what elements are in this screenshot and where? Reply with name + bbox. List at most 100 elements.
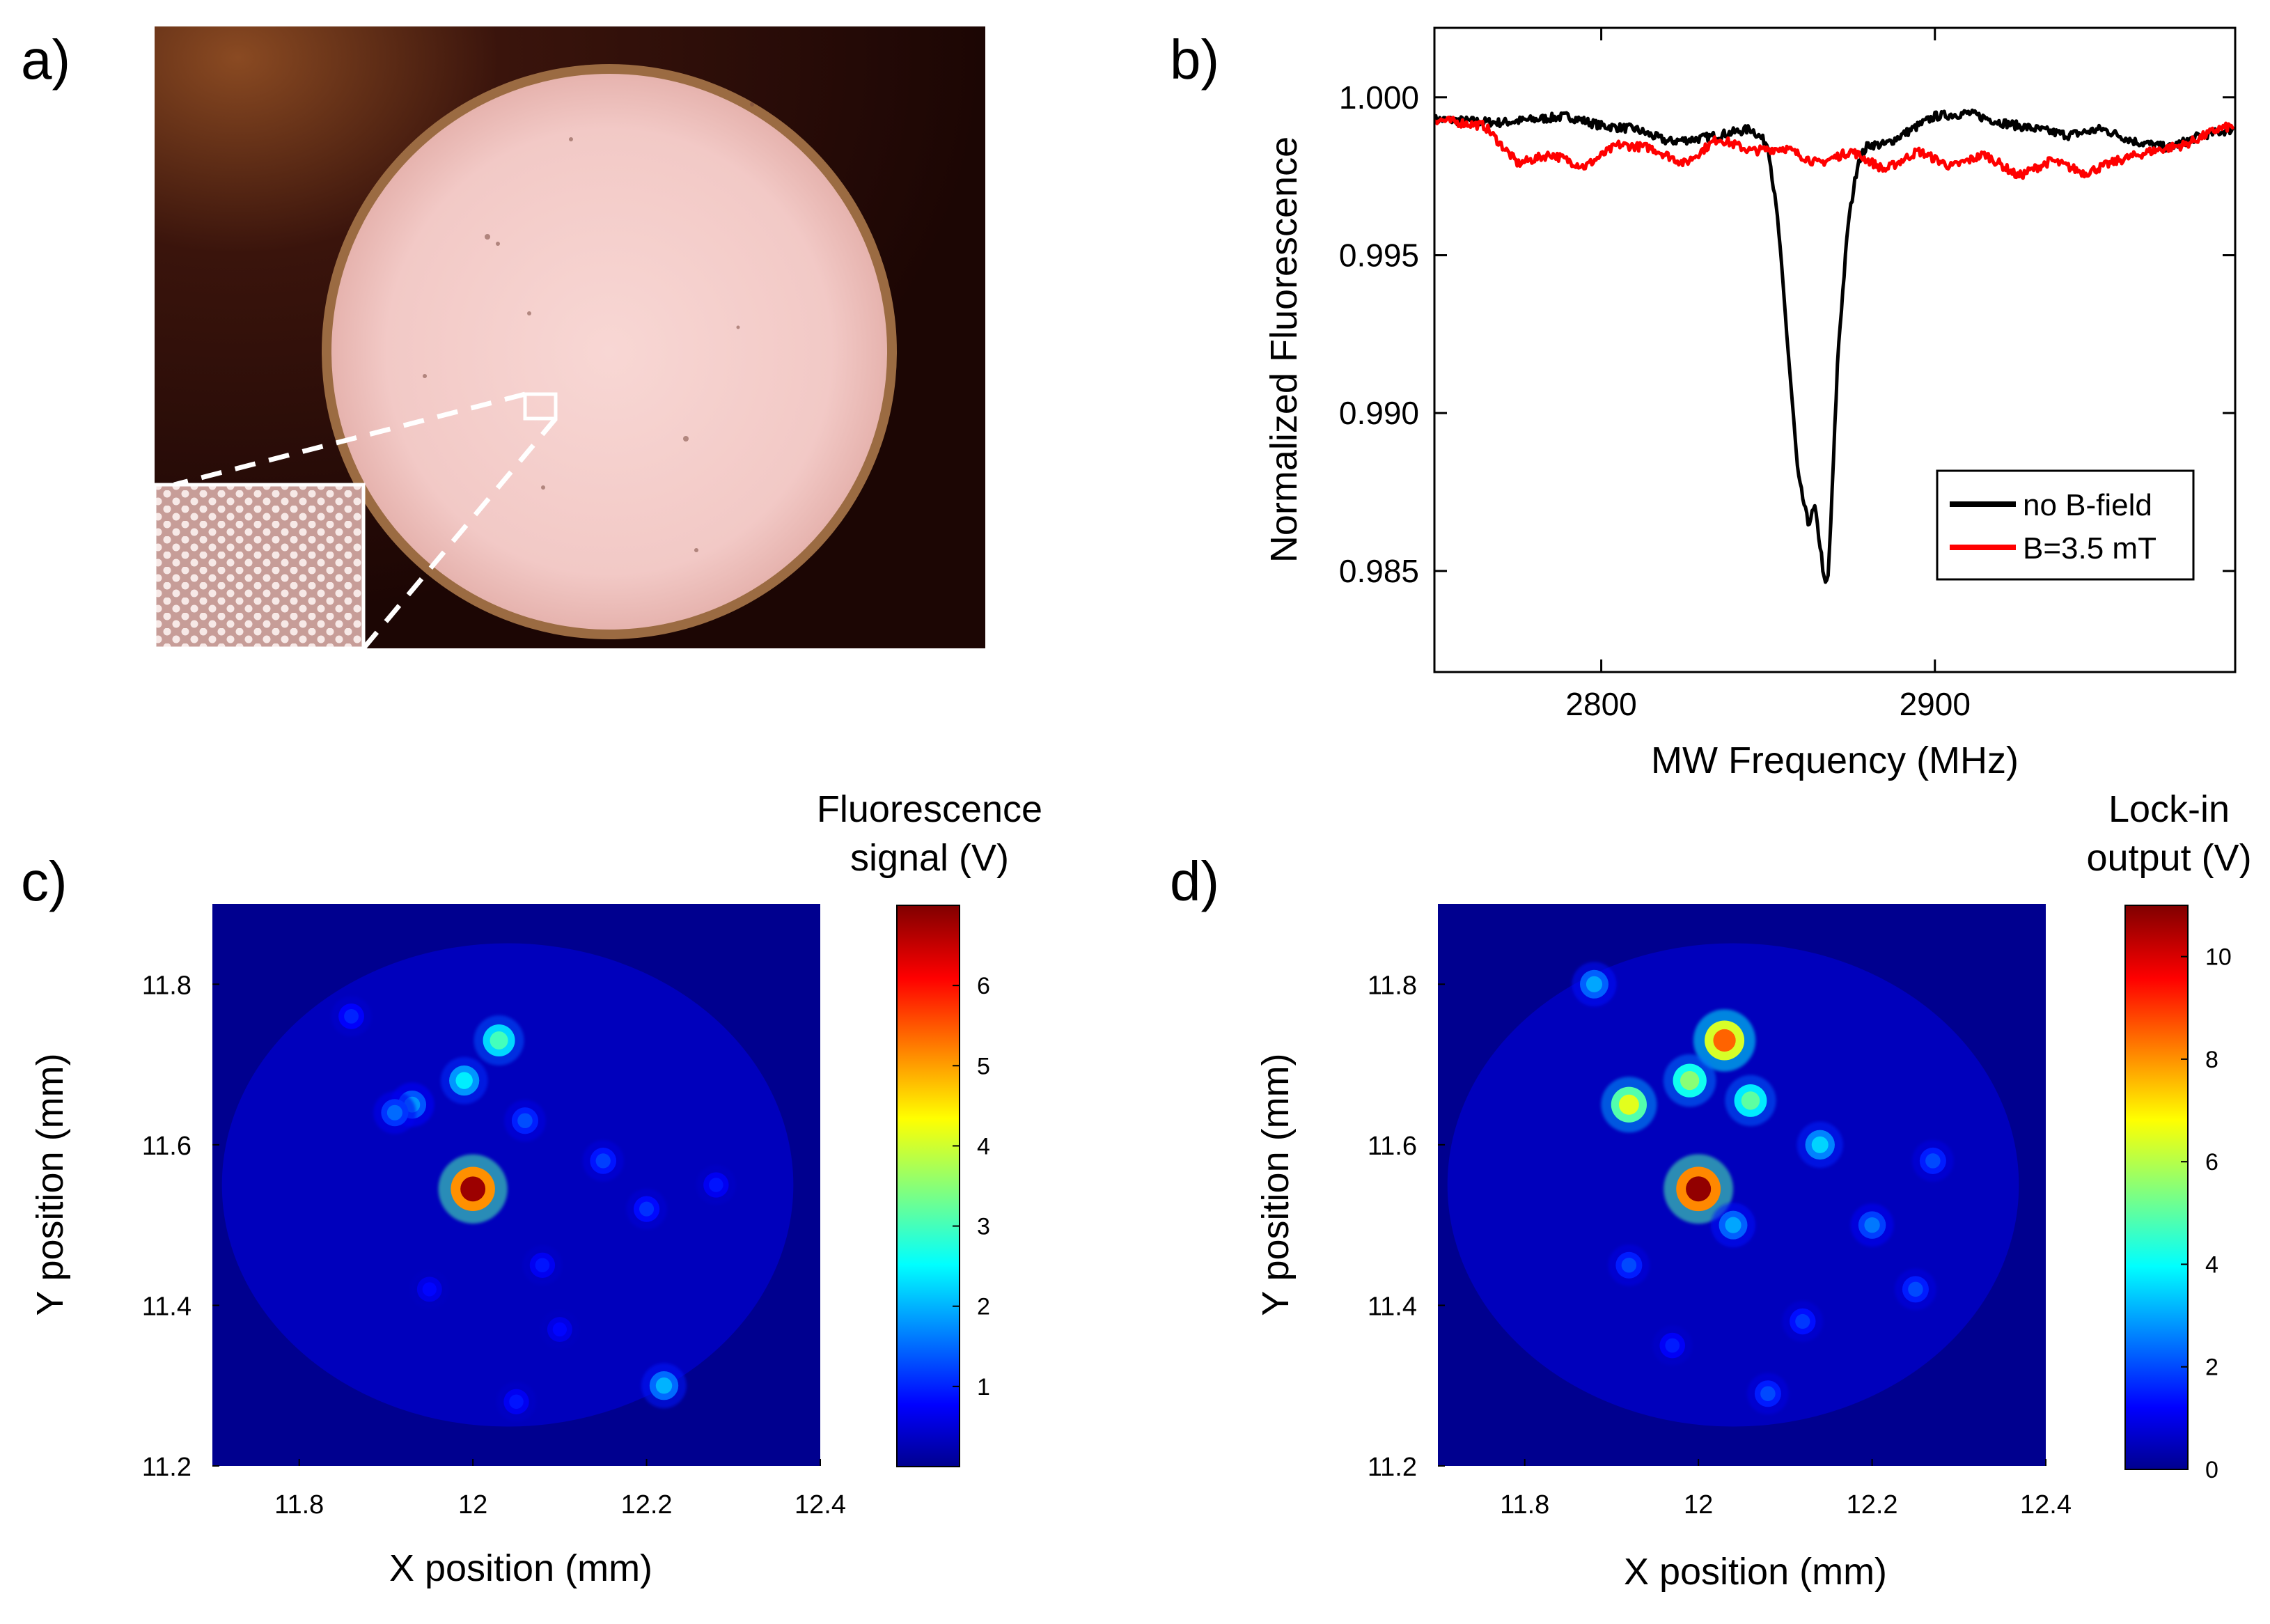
hot-spot [709, 1178, 723, 1192]
spectrum-ticks: 2800 2900 0.985 0.990 0.995 1.000 [1339, 28, 2235, 722]
lockin-colorbar-ticks: 0 2 4 6 8 10 [2181, 944, 2232, 1483]
hot-spot [655, 1377, 673, 1394]
spectrum-legend: no B-field B=3.5 mT [1936, 469, 2195, 581]
hot-spot [1680, 1070, 1700, 1091]
colorbar-tick-label: 5 [977, 1053, 990, 1079]
hot-spot [639, 1201, 655, 1217]
colorbar-tick-label: 8 [2205, 1047, 2218, 1073]
spectrum-xlabel: MW Frequency (MHz) [1651, 740, 2019, 781]
colorbar-tick-label: 6 [2205, 1149, 2218, 1176]
colorbar-tick-label: 1 [977, 1374, 990, 1400]
y-tick-label: 11.6 [142, 1132, 191, 1161]
fluorescence-colorbar-title-line2: signal (V) [850, 837, 1009, 879]
y-tick-label: 11.6 [1368, 1132, 1417, 1161]
panel-label-c: c) [21, 850, 68, 912]
x-tick-label: 2900 [1900, 686, 1971, 722]
colorbar-tick-label: 3 [977, 1214, 990, 1240]
hot-spot [1795, 1313, 1810, 1329]
hot-spot [1665, 1338, 1680, 1353]
hot-spot [460, 1176, 486, 1202]
colorbar-tick-label: 10 [2205, 944, 2232, 971]
fluorescence-map-spots [221, 943, 794, 1427]
sample-region-glow [221, 943, 794, 1427]
hot-spot [386, 1104, 402, 1121]
fluorescence-colorbar [896, 905, 960, 1467]
hot-spot [1811, 1136, 1829, 1153]
hot-spot [1725, 1217, 1741, 1233]
hot-spot [1760, 1386, 1776, 1401]
y-tick-label: 1.000 [1339, 79, 1419, 116]
lockin-map-panel: 11.8 12 12.2 12.4 11.2 11.4 11.6 11.8 X positio… [1255, 788, 2252, 1593]
hot-spot [1686, 1176, 1712, 1202]
spectrum-series [1434, 108, 2235, 584]
x-tick-label: 2800 [1565, 686, 1636, 722]
fluorescence-colorbar-title-line1: Fluorescence [817, 788, 1042, 830]
y-tick-label: 11.2 [1368, 1453, 1417, 1482]
y-tick-label: 11.2 [142, 1453, 191, 1482]
panel-label-a: a) [21, 29, 71, 91]
hot-spot [1925, 1153, 1941, 1169]
zoom-region-box [523, 392, 558, 421]
fluorescence-map-xlabel: X position (mm) [389, 1547, 652, 1589]
colorbar-tick-label: 0 [2205, 1457, 2218, 1483]
hot-spot [1908, 1281, 1923, 1297]
fluorescence-colorbar-ticks: 1 2 3 4 5 6 [953, 973, 990, 1400]
hot-spot [1621, 1258, 1637, 1273]
photo-panel [152, 26, 985, 650]
zoom-inset [152, 483, 366, 650]
hot-spot [1586, 976, 1603, 992]
spectrum-ylabel: Normalized Fluorescence [1263, 136, 1305, 563]
colorbar-tick-label: 2 [2205, 1354, 2218, 1381]
y-tick-label: 11.4 [1368, 1292, 1417, 1321]
hot-spot [422, 1282, 437, 1297]
sample-disk [331, 74, 887, 630]
hot-spot [490, 1031, 508, 1049]
x-tick-label: 12.2 [1847, 1490, 1898, 1520]
disk-specks [423, 102, 754, 552]
panel-label-d: d) [1170, 850, 1220, 912]
hot-spot [455, 1072, 473, 1089]
hot-spot [1864, 1217, 1880, 1233]
spectrum-panel: 2800 2900 0.985 0.990 0.995 1.000 MW Frequenc… [1263, 26, 2237, 781]
fluorescence-map-panel: 11.8 12 12.2 12.411.211.411.611.8 X positio… [29, 788, 1042, 1589]
y-tick-label: 0.985 [1339, 553, 1419, 589]
hot-spot [552, 1322, 567, 1337]
fluorescence-map-ticks: 11.8 12 12.2 12.4 11.2 11.4 11.6 11.8 [142, 971, 846, 1520]
lockin-map-ticks: 11.8 12 12.2 12.4 11.2 11.4 11.6 11.8 [1368, 971, 2072, 1520]
lockin-map-xlabel: X position (mm) [1624, 1551, 1887, 1593]
zoom-line-upper [173, 391, 526, 487]
zoom-line-lower [361, 416, 558, 650]
y-tick-label: 11.4 [142, 1292, 191, 1321]
legend-box [1936, 469, 2195, 581]
colorbar-tick-label: 2 [977, 1294, 990, 1320]
colorbar-tick-label: 4 [977, 1133, 990, 1160]
y-tick-label: 11.8 [142, 971, 191, 1000]
spectrum-frame [1433, 26, 2237, 673]
x-tick-label: 12 [1684, 1490, 1713, 1520]
hot-spot [1618, 1094, 1639, 1115]
hot-spot [509, 1394, 524, 1410]
hot-spot [344, 1009, 359, 1024]
hot-spot [1713, 1029, 1736, 1052]
colorbar-tick-label: 4 [2205, 1251, 2218, 1278]
series-line-1 [1434, 116, 2235, 180]
lockin-map-spots [1447, 943, 2019, 1427]
fluorescence-map-ylabel: Y position (mm) [29, 1053, 71, 1315]
lockin-map-background [1438, 904, 2046, 1466]
lockin-colorbar-title-line2: output (V) [2086, 837, 2251, 879]
y-tick-label: 0.990 [1339, 395, 1419, 431]
legend-label-b-field: B=3.5 mT [2023, 531, 2156, 565]
y-tick-label: 11.8 [1368, 971, 1417, 1000]
sample-region-glow [1447, 943, 2019, 1427]
x-tick-label: 11.8 [274, 1490, 324, 1520]
series-line-0 [1434, 108, 2235, 584]
x-tick-label: 12 [458, 1490, 487, 1520]
x-tick-label: 12.4 [794, 1490, 846, 1520]
panel-label-b: b) [1170, 29, 1220, 91]
y-tick-label: 0.995 [1339, 237, 1419, 273]
lockin-colorbar [2124, 905, 2189, 1470]
colorbar-tick-label: 6 [977, 973, 990, 999]
x-tick-label: 12.2 [621, 1490, 673, 1520]
x-tick-label: 11.8 [1500, 1490, 1549, 1520]
